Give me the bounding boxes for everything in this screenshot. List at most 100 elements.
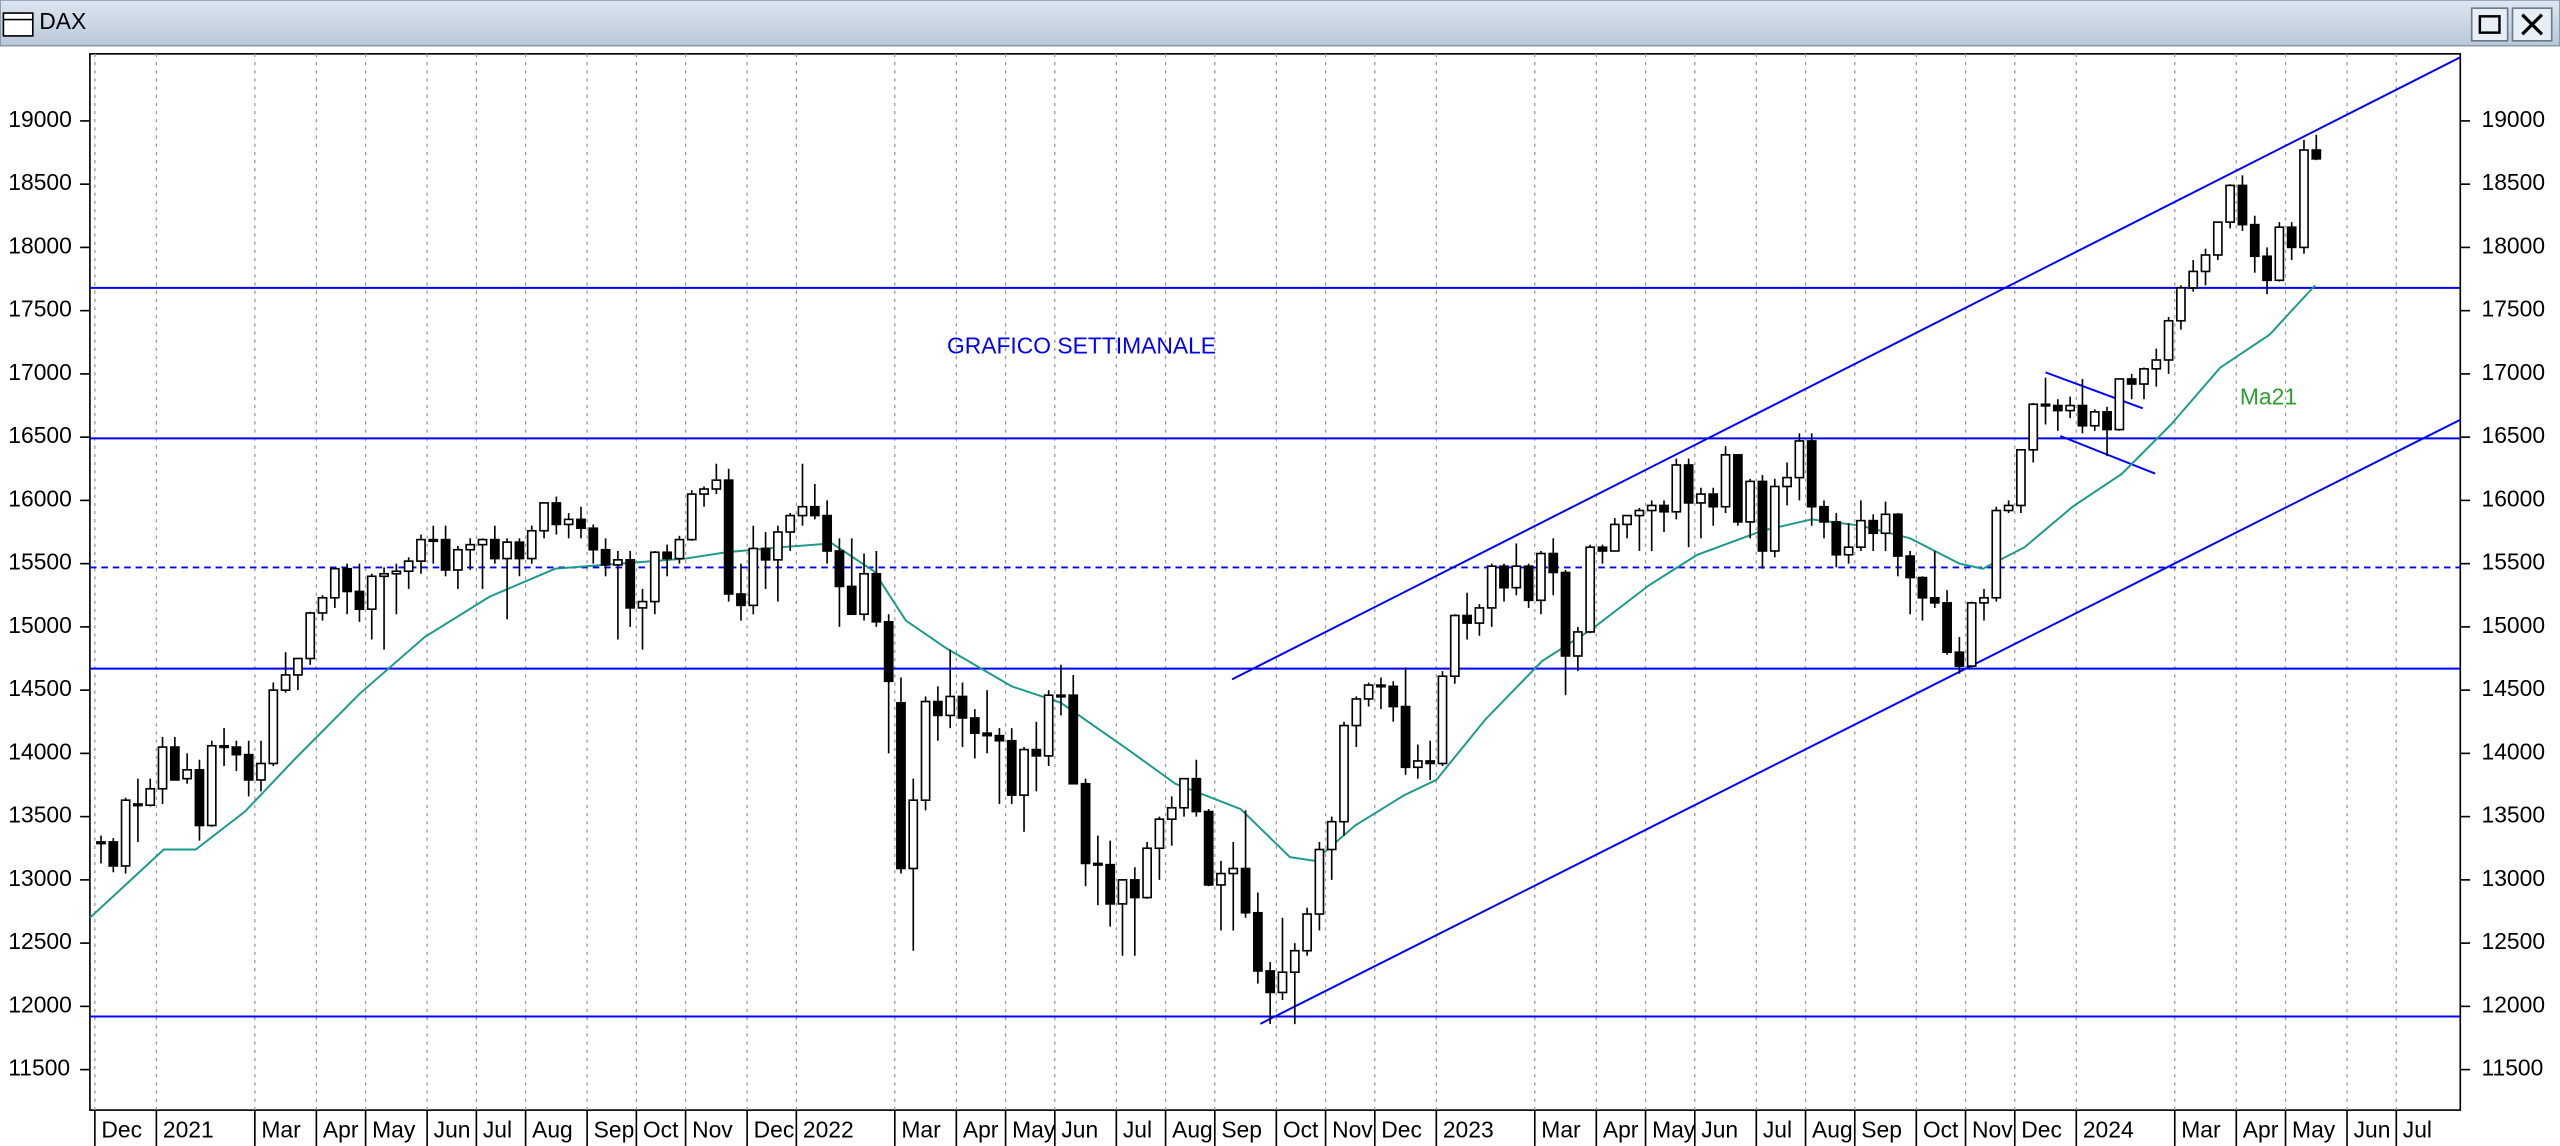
- candle-body: [440, 538, 451, 571]
- candle-body: [96, 841, 106, 845]
- candle-body: [686, 493, 697, 541]
- candle-body: [317, 596, 328, 614]
- candle-body: [1646, 504, 1657, 512]
- candle-body: [1166, 806, 1177, 820]
- candle-body: [1400, 705, 1411, 769]
- candle-body: [1831, 521, 1842, 556]
- candle-body: [723, 479, 734, 595]
- close-button[interactable]: [2511, 7, 2553, 42]
- candle-body: [932, 700, 943, 717]
- candle-body: [1634, 509, 1645, 517]
- candle-body: [1449, 614, 1460, 678]
- candle-body: [342, 567, 353, 593]
- candle-body: [748, 547, 759, 607]
- marks: [89, 56, 2461, 1025]
- candle-body: [1462, 614, 1472, 624]
- y-tick-label: 18000: [8, 232, 72, 258]
- candle-body: [2299, 149, 2309, 249]
- candle-body: [834, 550, 845, 588]
- candle-body: [1794, 440, 1805, 479]
- candle-body: [1191, 777, 1202, 813]
- trend-line: [1259, 418, 2461, 1025]
- x-tick-label: May: [372, 1116, 416, 1142]
- candle-body: [1917, 576, 1928, 599]
- candle-body: [1720, 454, 1731, 508]
- candle-body: [1942, 602, 1952, 653]
- candle-body: [1536, 552, 1546, 602]
- candle-body: [588, 527, 599, 551]
- x-tick-label: Apr: [1603, 1116, 1639, 1142]
- y-tick-label-right: 11500: [2482, 1055, 2544, 1081]
- candle-body: [1523, 565, 1534, 602]
- candle-body: [1597, 546, 1608, 552]
- candle-body: [416, 538, 426, 562]
- x-tick-label: 2021: [163, 1116, 214, 1142]
- x-tick-label: Sep: [1221, 1116, 1262, 1142]
- candle-body: [1892, 513, 1903, 557]
- maximize-button[interactable]: [2470, 7, 2509, 42]
- candle-body: [576, 518, 586, 530]
- candle-body: [1203, 810, 1214, 886]
- candle-body: [945, 695, 956, 717]
- candle-body: [2028, 403, 2039, 451]
- candle-body: [883, 621, 894, 683]
- candle-body: [1080, 782, 1091, 865]
- y-tick-label: 12500: [8, 928, 72, 954]
- candle-body: [2052, 404, 2063, 412]
- candle-body: [1548, 552, 1559, 574]
- candle-body: [2065, 404, 2076, 412]
- candle-body: [1696, 493, 1706, 504]
- candle-body: [1105, 863, 1116, 905]
- candle-body: [2200, 254, 2211, 273]
- candle-body: [2089, 411, 2100, 427]
- candle-body: [613, 559, 623, 566]
- x-tick-label: Nov: [692, 1116, 733, 1142]
- candle-body: [1129, 879, 1140, 899]
- candle-body: [1006, 739, 1017, 796]
- x-tick-label: Dec: [754, 1116, 795, 1142]
- candle-body: [256, 762, 266, 781]
- candle-body: [563, 518, 574, 526]
- candle-body: [871, 572, 882, 623]
- candle-body: [1856, 519, 1866, 549]
- candle-body: [1474, 607, 1485, 624]
- annotation: GRAFICO SETTIMANALE: [947, 333, 1216, 359]
- x-tick-label: Jun: [2354, 1116, 2391, 1142]
- candle-body: [969, 717, 980, 734]
- candle-body: [1216, 872, 1226, 886]
- x-tick-label: Aug: [1812, 1116, 1853, 1142]
- candle-body: [1154, 818, 1165, 850]
- candle-body: [1905, 555, 1916, 579]
- candle-body: [1745, 480, 1756, 523]
- candle-body: [1228, 867, 1239, 875]
- candle-body: [2286, 226, 2297, 249]
- candle-body: [625, 559, 636, 609]
- candle-body: [1511, 565, 1522, 589]
- candle-body: [846, 585, 857, 616]
- candle-body: [1499, 565, 1509, 589]
- candle-body: [2262, 255, 2272, 282]
- candle-body: [1314, 848, 1325, 915]
- candle-body: [1671, 464, 1682, 513]
- candle-body: [1326, 820, 1337, 851]
- x-tick-label: Jul: [1763, 1116, 1792, 1142]
- x-tick-label: 2023: [1443, 1116, 1494, 1142]
- x-tick-label: Jul: [2403, 1116, 2432, 1142]
- candle-body: [293, 657, 303, 676]
- candle-body: [1388, 685, 1399, 708]
- candle-body: [243, 753, 254, 781]
- candle-body: [1954, 651, 1965, 667]
- candle-body: [1868, 519, 1879, 535]
- candle-body: [1929, 596, 1940, 604]
- candle-body: [453, 548, 463, 571]
- y-tick-label-right: 18000: [2482, 232, 2546, 258]
- candle-body: [2212, 221, 2223, 256]
- y-tick-label: 17000: [8, 359, 72, 385]
- candle-body: [1265, 970, 1276, 994]
- candle-body: [206, 744, 217, 827]
- candle-body: [2102, 411, 2112, 431]
- candle-body: [465, 543, 476, 551]
- candle-body: [2126, 378, 2137, 385]
- x-tick-label: 2022: [803, 1116, 854, 1142]
